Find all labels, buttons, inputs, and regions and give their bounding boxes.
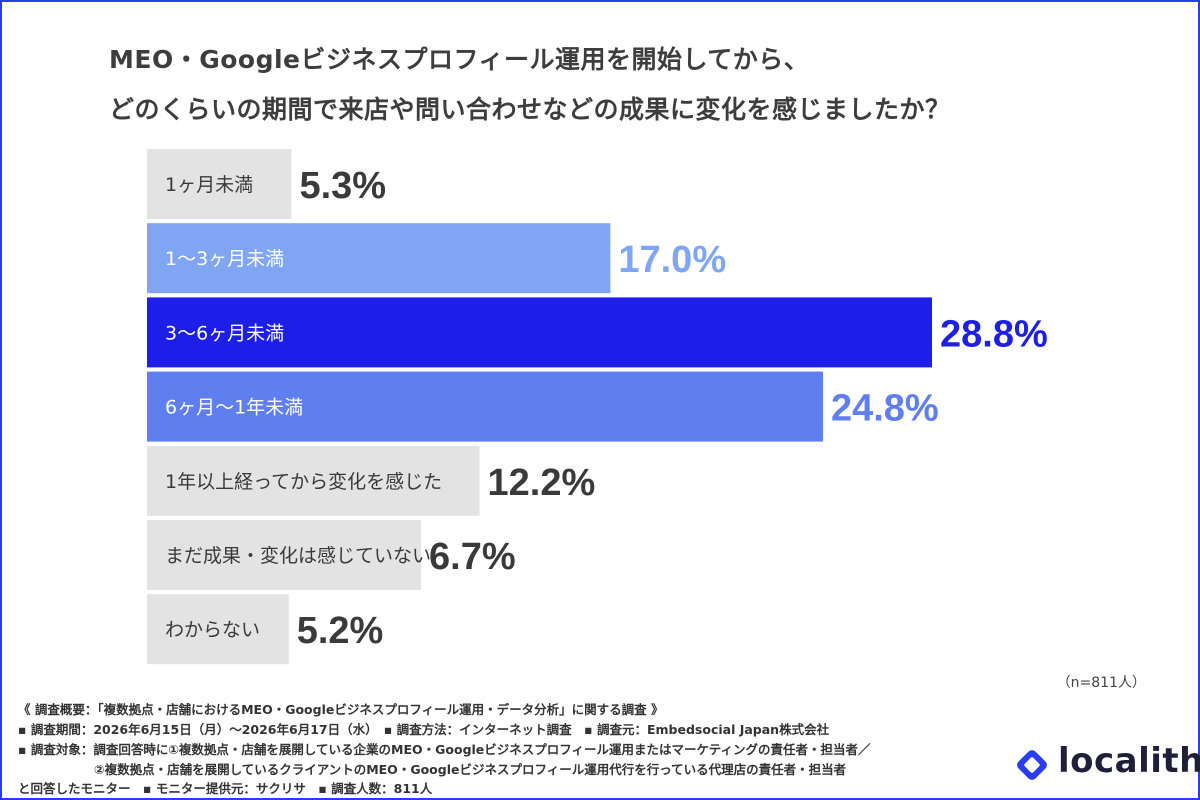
bar-5 [147, 445, 480, 516]
footnote-line5: と回答したモニター ▪ モニター提供元：サクリサ ▪ 調査人数：811人 [18, 781, 433, 796]
bar-1 [147, 149, 292, 219]
category-label-4: 6ヶ月〜1年未満 [165, 397, 303, 419]
category-label-2: 1〜3ヶ月未満 [165, 248, 284, 270]
value-label-2: 17.0% [618, 239, 726, 281]
category-label-5: 1年以上経ってから変化を感じた [165, 471, 442, 493]
footnote-line2: ▪ 調査期間：2026年6月15日（月）〜2026年6月17日（水） ▪ 調査方… [18, 722, 830, 737]
bar-chart-svg: 1ヶ月未満 5.3% 1〜3ヶ月未満 17.0% 3〜6ヶ月未満 28.8% 6ヶ月〜1年未… [147, 149, 1048, 665]
bar-2 [147, 223, 611, 294]
category-label-6: まだ成果・変化は感じていない [165, 545, 431, 567]
category-label-1: 1ヶ月未満 [165, 174, 253, 196]
value-label-1: 5.3% [299, 165, 386, 207]
chart-title-line2: どのくらいの期間で来店や問い合わせなどの成果に変化を感じましたか？ [109, 95, 951, 124]
footnote-line3: ▪ 調査対象：調査回答時に①複数拠点・店舗を展開している企業のMEO・Googl… [18, 742, 871, 757]
bar-3 [147, 297, 932, 368]
logo-text: localith [1058, 741, 1200, 781]
value-label-7: 5.2% [297, 610, 384, 652]
value-label-5: 12.2% [488, 462, 596, 504]
bar-7 [147, 594, 289, 665]
bar-6 [147, 520, 421, 590]
bar-4 [147, 371, 823, 442]
diamond-logo-icon [1017, 750, 1047, 780]
value-label-3: 28.8% [940, 313, 1048, 355]
category-label-3: 3〜6ヶ月未満 [165, 322, 284, 344]
footnote-line1: 《 調査概要：「複数拠点・店舗におけるMEO・Googleビジネスプロフィール運… [18, 702, 664, 717]
footnote-line4: ②複数拠点・店舗を展開しているクライアントのMEO・Googleビジネスプロフィ… [94, 762, 847, 777]
sample-size: （n=811人） [1056, 675, 1146, 691]
value-label-4: 24.8% [831, 388, 939, 430]
brand-logo: localith [1012, 737, 1200, 787]
bar-chart: 1ヶ月未満 5.3% 1〜3ヶ月未満 17.0% 3〜6ヶ月未満 28.8% 6ヶ月〜1年未… [2, 2, 1200, 702]
value-label-6: 6.7% [429, 536, 516, 578]
category-label-7: わからない [165, 619, 260, 641]
chart-title-line1: MEO・Googleビジネスプロフィール運用を開始してから、 [109, 45, 810, 74]
